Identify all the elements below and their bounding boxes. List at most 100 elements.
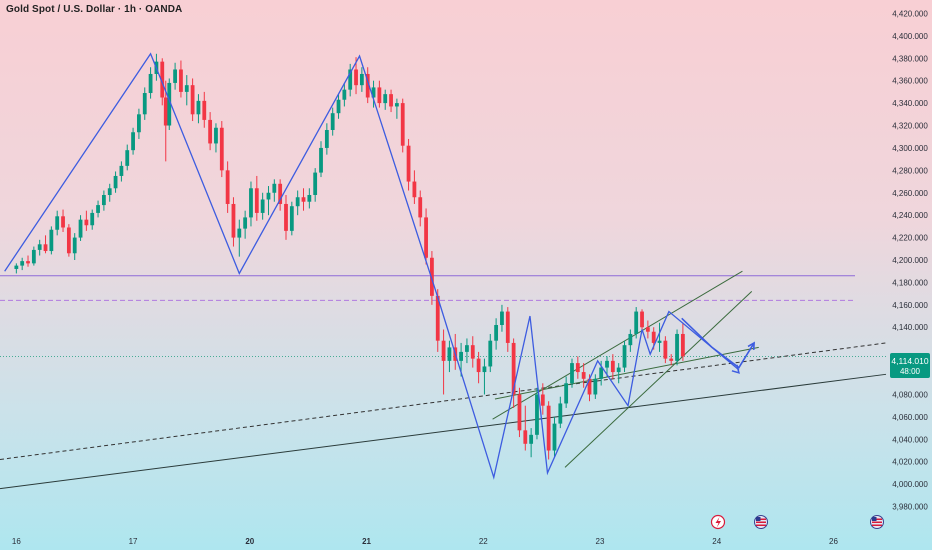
y-axis-tick-label: 4,240.000 [892, 211, 928, 220]
candle-body [558, 403, 563, 424]
candle-body [202, 100, 207, 120]
candle-body [31, 249, 36, 264]
candle-body [37, 244, 42, 250]
candle-body [424, 217, 428, 258]
candle [500, 304, 504, 332]
candle [319, 141, 323, 178]
candle [622, 340, 627, 373]
candle [66, 224, 71, 257]
candle-body [406, 145, 411, 182]
candle-body [593, 378, 598, 395]
trend-line-channel-lower[interactable] [564, 291, 753, 468]
candle [20, 257, 25, 271]
candle [511, 338, 516, 408]
trend-line-rising-dashed[interactable] [0, 342, 887, 460]
candle-body [359, 73, 364, 86]
candle [342, 82, 347, 107]
candle-body [540, 394, 545, 406]
event-lightning-icon[interactable] [710, 514, 726, 530]
candle [272, 179, 277, 202]
y-axis-tick-label: 4,380.000 [892, 54, 928, 63]
candle [173, 62, 177, 90]
zigzag-pattern-line[interactable] [4, 52, 740, 480]
candle [529, 428, 534, 458]
candle-body [225, 170, 230, 204]
candle-body [669, 358, 674, 361]
candle-body [616, 367, 621, 373]
candle-body [266, 192, 271, 200]
candle [167, 78, 172, 130]
candle-body [394, 103, 399, 107]
y-axis-tick-label: 4,080.000 [892, 390, 928, 399]
candle-body [173, 69, 177, 83]
candle [148, 67, 153, 99]
candle [14, 263, 19, 274]
candle [37, 239, 42, 256]
candle-body [208, 119, 213, 144]
candle-body [272, 183, 277, 193]
candle [540, 383, 545, 415]
candle [669, 354, 674, 366]
candle-body [49, 229, 54, 252]
event-us-flag-icon[interactable] [870, 515, 884, 529]
y-axis-tick-label: 4,320.000 [892, 122, 928, 131]
x-axis-tick-label: 21 [362, 537, 371, 546]
y-axis-tick-label: 4,260.000 [892, 189, 928, 198]
candle [564, 376, 569, 408]
candle-body [680, 333, 685, 357]
candle-body [430, 257, 434, 296]
candle-body [142, 93, 147, 115]
candle [535, 387, 539, 440]
trend-line-rising-support[interactable] [0, 373, 887, 490]
candle-body [564, 383, 569, 404]
candle [465, 338, 469, 364]
candle-body [307, 195, 312, 202]
candle [424, 208, 428, 265]
candle-body [342, 89, 347, 100]
candle [237, 219, 242, 257]
trend-line-channel-upper[interactable] [492, 270, 743, 420]
candle [447, 340, 452, 373]
candle [616, 363, 621, 384]
candle [137, 108, 141, 139]
candle-body [599, 367, 604, 379]
candle-body [447, 347, 452, 361]
y-axis-tick-label: 3,980.000 [892, 503, 928, 512]
candle [190, 78, 195, 122]
candle [605, 356, 609, 377]
candle [675, 329, 679, 366]
candle-body [494, 325, 499, 341]
candle-body [581, 372, 586, 379]
candle [365, 67, 370, 104]
candle-body [43, 244, 48, 252]
candle-body [523, 430, 528, 444]
candle [377, 80, 382, 108]
candle-body [330, 113, 335, 130]
candle [196, 94, 201, 124]
candle-body [435, 295, 440, 341]
candle [348, 63, 353, 97]
candle-body [284, 203, 288, 231]
y-axis-tick-label: 4,040.000 [892, 435, 928, 444]
candle [610, 354, 615, 379]
candle-body [313, 172, 318, 195]
candle [359, 67, 364, 92]
candle [131, 127, 135, 155]
candle-body [66, 227, 71, 254]
forecast-path-line[interactable] [681, 317, 755, 369]
candle [49, 226, 54, 255]
price-badge-box [890, 353, 930, 378]
candle-body [663, 340, 668, 359]
candle [113, 171, 118, 193]
event-us-flag-icon[interactable] [754, 515, 768, 529]
candle [219, 121, 224, 178]
candle [389, 89, 393, 113]
y-axis-tick-label: 4,420.000 [892, 9, 928, 18]
x-axis-tick-label: 20 [245, 537, 254, 546]
candle [558, 396, 563, 429]
candle-body [459, 351, 463, 361]
candle-body [131, 132, 135, 151]
y-axis-tick-label: 4,360.000 [892, 77, 928, 86]
